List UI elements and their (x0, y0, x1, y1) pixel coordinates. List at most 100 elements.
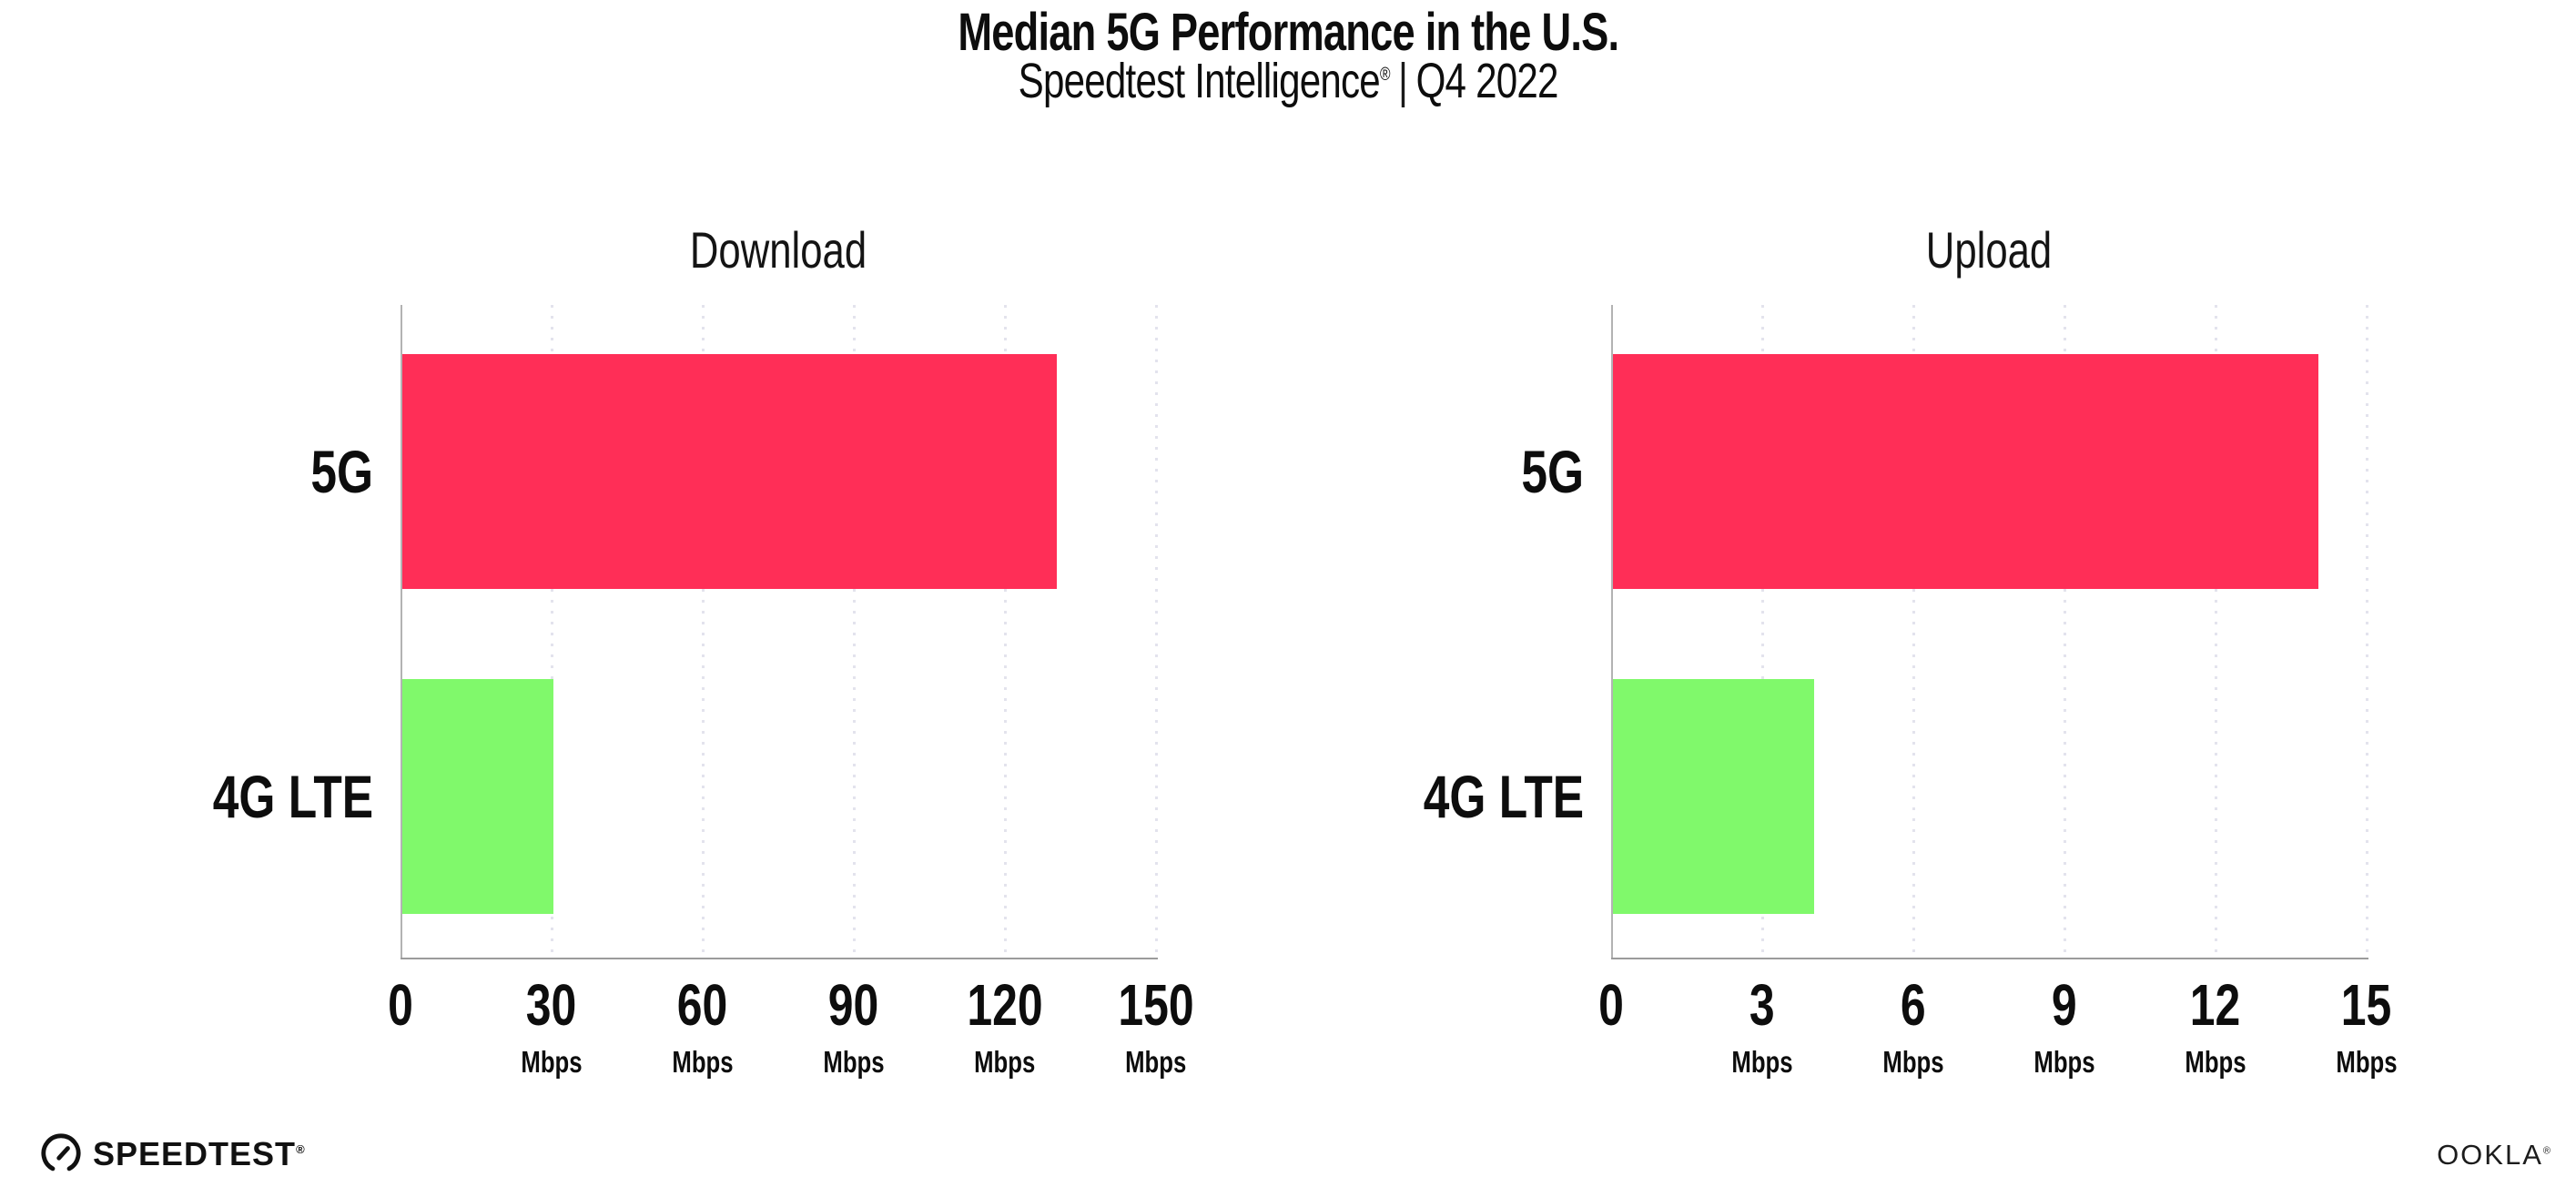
x-tick-0: 0 (384, 976, 417, 1034)
tick-value: 9 (2025, 976, 2104, 1034)
x-tick-9: 9 Mbps (2025, 976, 2104, 1077)
gridline-6-mbps (1912, 305, 1915, 959)
tick-unit-text: Mbps (823, 1045, 885, 1079)
tick-value-text: 0 (388, 972, 413, 1038)
ookla-logo: OOKLA® (2437, 1139, 2552, 1172)
bar-5g (1613, 354, 2318, 589)
tick-value-text: 6 (1901, 972, 1926, 1038)
x-tick-90: 90 Mbps (815, 976, 893, 1077)
gridline-15-mbps (2366, 305, 2368, 959)
gridline-3-mbps (1761, 305, 1764, 959)
tick-unit-label: Mbps (512, 1047, 591, 1077)
tick-unit-text: Mbps (1731, 1045, 1793, 1079)
bar-4g-lte (402, 679, 553, 914)
tick-value-text: 9 (2052, 972, 2077, 1038)
tick-value: 12 (2176, 976, 2255, 1034)
tick-unit-text: Mbps (1125, 1045, 1187, 1079)
tick-value: 15 (2328, 976, 2406, 1034)
tick-value-text: 120 (967, 972, 1043, 1038)
speedometer-gauge-icon (41, 1133, 81, 1172)
speedtest-registered-mark: ® (296, 1142, 306, 1156)
tick-unit-text: Mbps (2336, 1045, 2398, 1079)
tick-value-text: 0 (1598, 972, 1624, 1038)
tick-unit-label: Mbps (664, 1047, 742, 1077)
category-label-4g-lte: 4G LTE (1378, 766, 1584, 827)
ookla-registered-mark: ® (2542, 1145, 2552, 1157)
tick-value-text: 90 (828, 972, 879, 1038)
x-tick-3: 3 Mbps (1723, 976, 1801, 1077)
tick-unit-text: Mbps (2185, 1045, 2246, 1079)
tick-unit-text: Mbps (1882, 1045, 1944, 1079)
tick-unit-text: Mbps (521, 1045, 583, 1079)
tick-unit-label: Mbps (957, 1047, 1054, 1077)
tick-value: 120 (957, 976, 1054, 1034)
tick-value: 3 (1723, 976, 1801, 1034)
tick-value: 0 (384, 976, 417, 1034)
tick-unit-label: Mbps (2176, 1047, 2255, 1077)
category-label-text: 5G (1521, 438, 1584, 505)
tick-unit-label: Mbps (1108, 1047, 1205, 1077)
tick-unit-text: Mbps (974, 1045, 1036, 1079)
page-title-text: Median 5G Performance in the U.S. (958, 3, 1619, 62)
x-tick-60: 60 Mbps (664, 976, 742, 1077)
tick-unit-text: Mbps (672, 1045, 734, 1079)
tick-value: 150 (1108, 976, 1205, 1034)
bar-5g (402, 354, 1057, 589)
subtitle-separator: | (1397, 54, 1408, 108)
page-subtitle-text: Speedtest Intelligence® | Q4 2022 (1018, 53, 1558, 109)
tick-unit-label: Mbps (1723, 1047, 1801, 1077)
y-axis-line (1611, 305, 1613, 959)
subtitle-product: Speedtest Intelligence (1018, 54, 1380, 108)
category-label-4g-lte: 4G LTE (167, 766, 373, 827)
page-subtitle: Speedtest Intelligence® | Q4 2022 (0, 53, 2576, 109)
x-tick-150: 150 Mbps (1108, 976, 1205, 1077)
tick-value-text: 15 (2341, 972, 2392, 1038)
x-axis-line (401, 958, 1158, 959)
tick-value-text: 30 (526, 972, 577, 1038)
chart-title-upload: Upload (1908, 220, 2069, 279)
subtitle-quarter: Q4 2022 (1415, 54, 1558, 108)
tick-value-text: 60 (677, 972, 728, 1038)
tick-value: 60 (664, 976, 742, 1034)
tick-unit-label: Mbps (815, 1047, 893, 1077)
category-label-text: 4G LTE (212, 763, 373, 830)
category-label-5g: 5G (1504, 441, 1584, 502)
tick-value-text: 12 (2190, 972, 2241, 1038)
gridline-150-mbps (1155, 305, 1158, 959)
tick-value-text: 150 (1118, 972, 1194, 1038)
bar-4g-lte (1613, 679, 1814, 914)
tick-value: 0 (1595, 976, 1628, 1034)
speedtest-logo: SPEEDTEST® (40, 1133, 306, 1175)
chart-title-download: Download (664, 220, 891, 279)
y-axis-line (401, 305, 402, 959)
chart-title-text: Download (689, 221, 867, 279)
chart-upload: Upload 5G 4G LTE 0 3 Mbps 6 Mbps 9 Mbps 12 Mbps 15 Mb… (1424, 221, 2398, 1077)
x-tick-120: 120 Mbps (957, 976, 1054, 1077)
gridline-12-mbps (2215, 305, 2217, 959)
x-tick-30: 30 Mbps (512, 976, 591, 1077)
registered-trademark-symbol: ® (1379, 65, 1390, 85)
gridline-90-mbps (853, 305, 856, 959)
gridline-9-mbps (2064, 305, 2066, 959)
tick-unit-label: Mbps (1874, 1047, 1952, 1077)
gridline-60-mbps (702, 305, 705, 959)
chart-download: Download 5G 4G LTE 0 30 Mbps 60 Mbps 90 Mbps 120 Mb… (213, 221, 1194, 1077)
tick-value: 90 (815, 976, 893, 1034)
x-tick-0: 0 (1595, 976, 1628, 1034)
page-title: Median 5G Performance in the U.S. (0, 2, 2576, 63)
tick-value: 6 (1874, 976, 1952, 1034)
x-axis-line (1611, 958, 2368, 959)
tick-unit-label: Mbps (2025, 1047, 2104, 1077)
tick-unit-text: Mbps (2033, 1045, 2095, 1079)
tick-value-text: 3 (1749, 972, 1775, 1038)
gridline-30-mbps (551, 305, 553, 959)
gridline-120-mbps (1004, 305, 1007, 959)
x-tick-6: 6 Mbps (1874, 976, 1952, 1077)
tick-value: 30 (512, 976, 591, 1034)
category-label-text: 5G (310, 438, 373, 505)
category-label-text: 4G LTE (1423, 763, 1584, 830)
category-label-5g: 5G (293, 441, 373, 502)
x-tick-15: 15 Mbps (2328, 976, 2406, 1077)
ookla-logo-text: OOKLA (2437, 1139, 2543, 1171)
